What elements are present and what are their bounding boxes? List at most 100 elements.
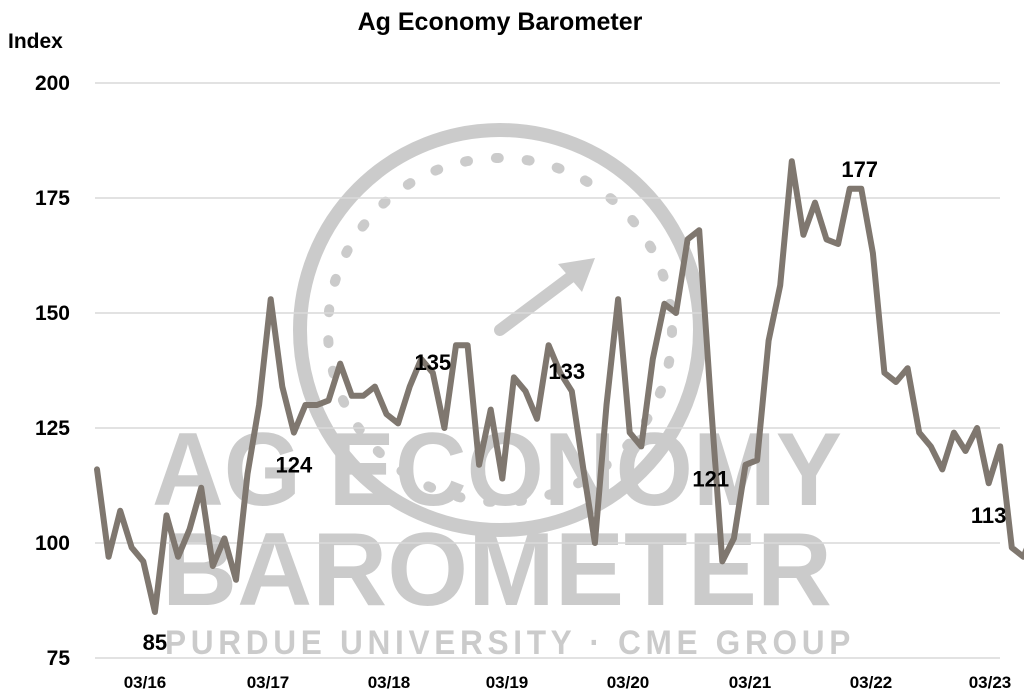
data-point [604,402,610,408]
data-point [418,356,424,362]
x-tick-label: 03/21 [729,673,772,692]
data-point [893,379,899,385]
x-tick-label: 03/16 [124,673,167,692]
data-label-124: 124 [276,453,313,478]
data-point [175,554,181,560]
data-point [615,296,621,302]
y-tick-label: 150 [35,302,70,325]
data-point [314,402,320,408]
y-tick-label: 125 [35,417,70,440]
data-point [430,370,436,376]
data-point [221,535,227,541]
data-point [546,342,552,348]
data-point [824,236,830,242]
data-point [661,301,667,307]
watermark-line3: PURDUE UNIVERSITY · CME GROUP [165,624,855,662]
data-point [268,296,274,302]
data-point [800,232,806,238]
data-point [372,384,378,390]
data-point [129,545,135,551]
x-tick-label: 03/22 [850,673,893,692]
gauge-icon [293,123,707,537]
data-point [742,462,748,468]
x-tick-label: 03/23 [969,673,1012,692]
x-axis-ticks: 03/16 03/17 03/18 03/19 03/20 03/21 03/22 03/23 [124,673,1012,692]
data-point [117,508,123,514]
y-tick-label: 200 [35,72,70,95]
data-point [441,425,447,431]
data-point [140,558,146,564]
data-point [685,236,691,242]
data-labels: 85124135133121177113125117 [143,157,1007,655]
data-point [974,425,980,431]
data-point [395,420,401,426]
chart-title: Ag Economy Barometer [358,8,643,36]
data-point [580,466,586,472]
data-point [407,384,413,390]
data-point [465,342,471,348]
data-point [835,241,841,247]
data-label-177: 177 [841,157,878,182]
data-point [360,393,366,399]
data-point [858,186,864,192]
data-point [522,388,528,394]
data-point [1020,554,1024,560]
data-point [534,416,540,422]
x-tick-label: 03/20 [607,673,650,692]
data-point [511,374,517,380]
data-point [326,397,332,403]
data-point [94,466,100,472]
data-point [569,388,575,394]
data-label-135: 135 [414,350,451,375]
data-point [384,411,389,417]
data-point [279,384,285,390]
data-point [1009,545,1015,551]
data-point [187,526,193,532]
data-point [963,448,968,454]
data-point [731,535,737,541]
data-point [708,397,714,403]
data-point [256,402,262,408]
data-point [163,512,169,518]
data-point [453,342,459,348]
data-point [245,471,251,477]
data-point [766,338,772,344]
data-point [627,430,633,436]
x-tick-label: 03/17 [247,673,290,692]
data-point [476,462,482,468]
data-label-113: 113 [971,503,1007,528]
data-point [881,370,887,376]
gridlines [95,82,1000,659]
data-point [198,485,204,491]
y-axis-label: Index [8,30,63,53]
data-point [812,200,818,206]
data-point [152,609,158,615]
data-point [650,356,656,362]
data-point [696,227,702,233]
data-point [916,430,922,436]
data-point [673,310,679,316]
data-point [754,457,760,463]
data-point [337,361,343,367]
data-point [302,402,308,408]
y-axis-ticks: 75 100 125 150 175 200 [35,72,70,670]
data-point [928,443,934,449]
data-label-121: 121 [692,466,729,491]
data-point [499,476,505,482]
data-point [719,558,725,564]
data-point [789,158,795,164]
series-group [94,158,1024,615]
data-point [210,563,216,569]
data-point [349,393,355,399]
data-point [488,407,494,413]
data-point [951,430,957,436]
data-point [291,430,297,436]
data-point [557,370,563,376]
data-point [905,365,911,371]
data-point [106,554,112,560]
x-tick-label: 03/18 [368,673,411,692]
data-point [847,186,853,192]
data-label-85: 85 [143,630,167,655]
data-point [592,540,598,546]
